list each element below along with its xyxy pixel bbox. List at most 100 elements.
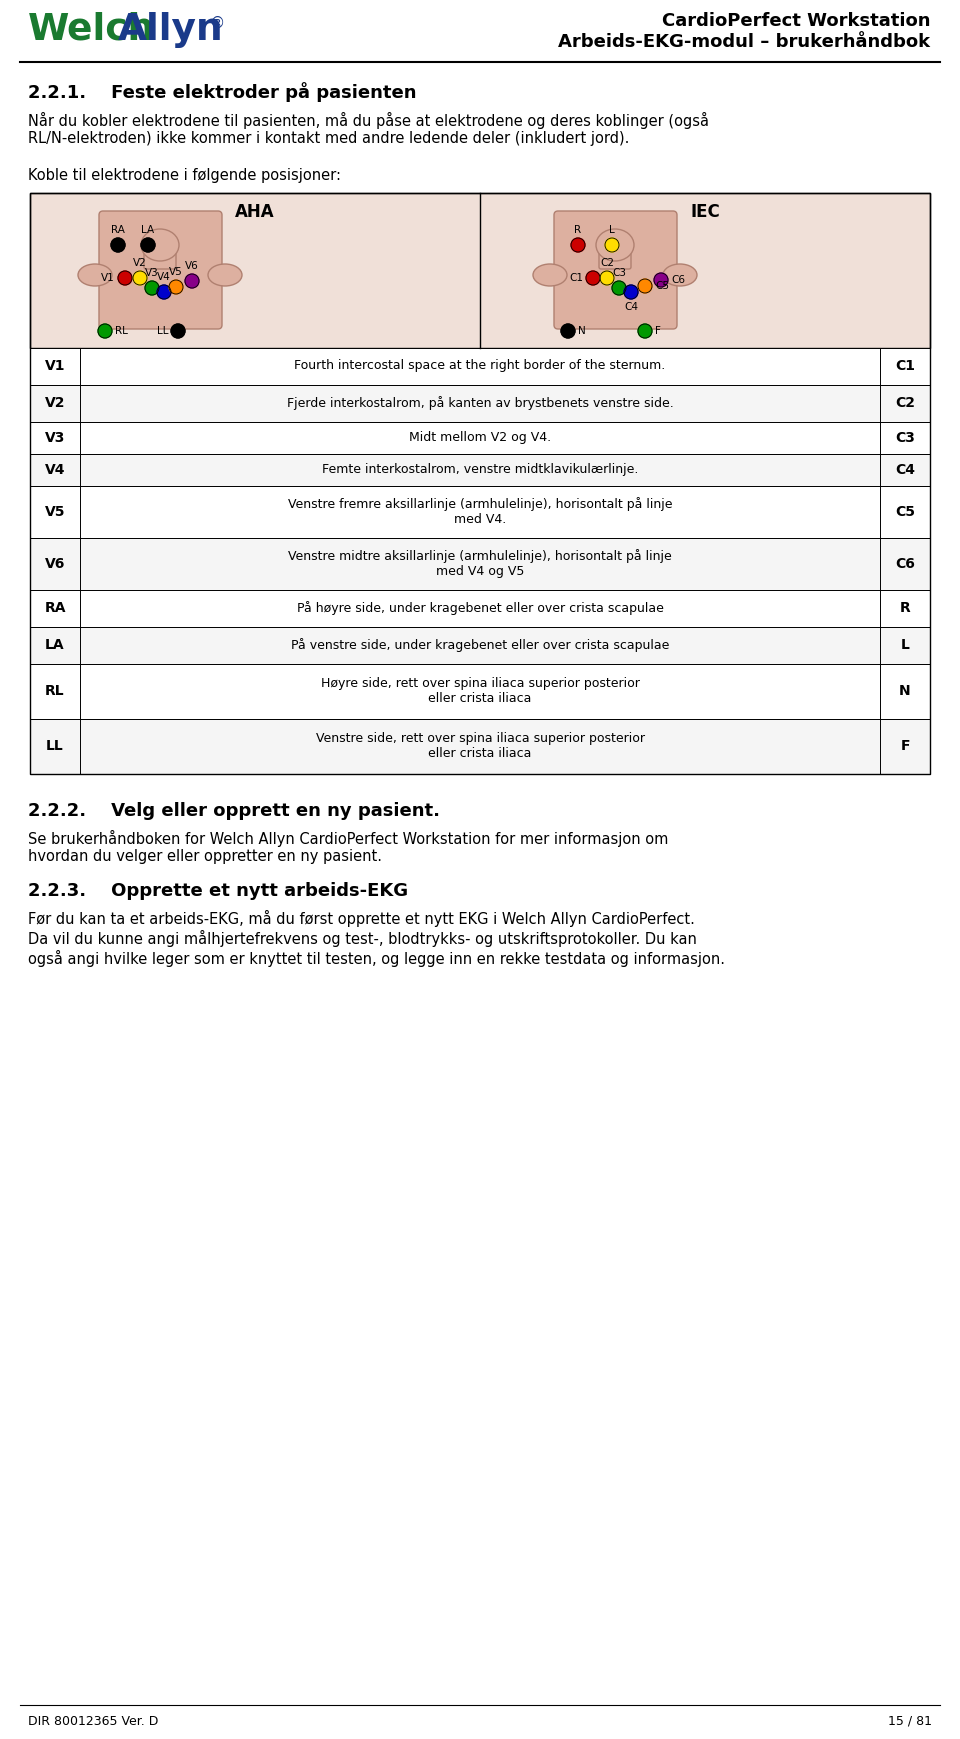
Text: C5: C5 bbox=[655, 282, 669, 290]
Text: V6: V6 bbox=[45, 556, 65, 570]
Circle shape bbox=[133, 271, 147, 285]
Text: DIR 80012365 Ver. D: DIR 80012365 Ver. D bbox=[28, 1715, 158, 1729]
Text: N: N bbox=[578, 325, 586, 336]
Circle shape bbox=[141, 238, 155, 252]
Text: Fourth intercostal space at the right border of the sternum.: Fourth intercostal space at the right bo… bbox=[295, 360, 665, 372]
Text: RA: RA bbox=[44, 602, 65, 616]
Text: F: F bbox=[655, 325, 660, 336]
Text: V4: V4 bbox=[45, 463, 65, 476]
Text: Venstre midtre aksillarlinje (armhulelinje), horisontalt på linje
med V4 og V5: Venstre midtre aksillarlinje (armhulelin… bbox=[288, 550, 672, 579]
Text: C6: C6 bbox=[671, 275, 685, 285]
Text: C1: C1 bbox=[569, 273, 583, 283]
Circle shape bbox=[612, 282, 626, 296]
Circle shape bbox=[157, 285, 171, 299]
Polygon shape bbox=[30, 384, 930, 423]
Circle shape bbox=[624, 285, 638, 299]
Circle shape bbox=[638, 278, 652, 292]
FancyBboxPatch shape bbox=[554, 210, 677, 329]
Text: CardioPerfect Workstation: CardioPerfect Workstation bbox=[661, 12, 930, 30]
Circle shape bbox=[638, 323, 652, 337]
Text: LL: LL bbox=[156, 325, 168, 336]
Text: V1: V1 bbox=[101, 273, 115, 283]
Text: Arbeids-EKG-modul – brukerhåndbok: Arbeids-EKG-modul – brukerhåndbok bbox=[558, 33, 930, 50]
Text: R: R bbox=[900, 602, 910, 616]
Circle shape bbox=[571, 238, 585, 252]
Text: RL: RL bbox=[115, 325, 128, 336]
Text: På venstre side, under kragebenet eller over crista scapulae: På venstre side, under kragebenet eller … bbox=[291, 638, 669, 652]
Text: På høyre side, under kragebenet eller over crista scapulae: På høyre side, under kragebenet eller ov… bbox=[297, 602, 663, 616]
Text: C3: C3 bbox=[895, 431, 915, 445]
Text: 15 / 81: 15 / 81 bbox=[888, 1715, 932, 1729]
Text: L: L bbox=[900, 638, 909, 652]
Text: R: R bbox=[574, 224, 582, 235]
Text: V1: V1 bbox=[45, 358, 65, 372]
Circle shape bbox=[145, 282, 159, 296]
Text: Når du kobler elektrodene til pasienten, må du påse at elektrodene og deres kobl: Når du kobler elektrodene til pasienten,… bbox=[28, 111, 709, 146]
Polygon shape bbox=[30, 348, 930, 384]
Text: Høyre side, rett over spina iliaca superior posterior
eller crista iliaca: Høyre side, rett over spina iliaca super… bbox=[321, 676, 639, 704]
Text: C5: C5 bbox=[895, 504, 915, 518]
Text: Femte interkostalrom, venstre midtklavikulærlinje.: Femte interkostalrom, venstre midtklavik… bbox=[322, 464, 638, 476]
Circle shape bbox=[169, 280, 183, 294]
Text: V3: V3 bbox=[145, 268, 158, 278]
Text: Venstre side, rett over spina iliaca superior posterior
eller crista iliaca: Venstre side, rett over spina iliaca sup… bbox=[316, 732, 644, 760]
Text: RA: RA bbox=[111, 224, 125, 235]
Text: V3: V3 bbox=[45, 431, 65, 445]
Text: V5: V5 bbox=[45, 504, 65, 518]
Text: IEC: IEC bbox=[690, 203, 720, 221]
Text: LA: LA bbox=[141, 224, 155, 235]
Circle shape bbox=[586, 271, 600, 285]
Text: AHA: AHA bbox=[235, 203, 275, 221]
Circle shape bbox=[98, 323, 112, 337]
Text: V5: V5 bbox=[169, 268, 182, 277]
Text: Se brukerhåndboken for Welch Allyn CardioPerfect Workstation for mer informasjon: Se brukerhåndboken for Welch Allyn Cardi… bbox=[28, 830, 668, 864]
Text: LL: LL bbox=[46, 739, 64, 753]
Text: V6: V6 bbox=[185, 261, 199, 271]
Circle shape bbox=[185, 275, 199, 289]
Text: C2: C2 bbox=[895, 396, 915, 410]
Circle shape bbox=[600, 271, 614, 285]
Text: Fjerde interkostalrom, på kanten av brystbenets venstre side.: Fjerde interkostalrom, på kanten av brys… bbox=[287, 396, 673, 410]
FancyBboxPatch shape bbox=[99, 210, 222, 329]
Circle shape bbox=[654, 273, 668, 287]
Polygon shape bbox=[30, 628, 930, 664]
Text: C2: C2 bbox=[600, 257, 614, 268]
Ellipse shape bbox=[663, 264, 697, 285]
Text: RL: RL bbox=[45, 683, 65, 697]
Text: C6: C6 bbox=[895, 556, 915, 570]
Polygon shape bbox=[30, 590, 930, 628]
Text: N: N bbox=[900, 683, 911, 697]
Circle shape bbox=[171, 323, 185, 337]
Text: LA: LA bbox=[45, 638, 65, 652]
Text: ®: ® bbox=[210, 16, 226, 31]
Text: Welch: Welch bbox=[28, 12, 156, 49]
Text: C1: C1 bbox=[895, 358, 915, 372]
Text: Før du kan ta et arbeids-EKG, må du først opprette et nytt EKG i Welch Allyn Car: Før du kan ta et arbeids-EKG, må du førs… bbox=[28, 909, 725, 967]
FancyBboxPatch shape bbox=[599, 245, 631, 270]
Text: L: L bbox=[610, 224, 614, 235]
Polygon shape bbox=[30, 423, 930, 454]
Polygon shape bbox=[30, 454, 930, 485]
Ellipse shape bbox=[596, 230, 634, 261]
Polygon shape bbox=[30, 664, 930, 718]
Circle shape bbox=[111, 238, 125, 252]
Polygon shape bbox=[30, 537, 930, 590]
Text: V2: V2 bbox=[45, 396, 65, 410]
Circle shape bbox=[561, 323, 575, 337]
Text: V4: V4 bbox=[157, 271, 171, 282]
Text: 2.2.3.    Opprette et nytt arbeids-EKG: 2.2.3. Opprette et nytt arbeids-EKG bbox=[28, 882, 408, 901]
Text: Koble til elektrodene i følgende posisjoner:: Koble til elektrodene i følgende posisjo… bbox=[28, 169, 341, 183]
Text: Midt mellom V2 og V4.: Midt mellom V2 og V4. bbox=[409, 431, 551, 445]
FancyBboxPatch shape bbox=[144, 245, 176, 270]
Text: C3: C3 bbox=[612, 268, 626, 278]
Text: 2.2.1.    Feste elektroder på pasienten: 2.2.1. Feste elektroder på pasienten bbox=[28, 82, 417, 103]
Ellipse shape bbox=[208, 264, 242, 285]
Polygon shape bbox=[30, 718, 930, 774]
Ellipse shape bbox=[533, 264, 567, 285]
Circle shape bbox=[605, 238, 619, 252]
Text: Venstre fremre aksillarlinje (armhulelinje), horisontalt på linje
med V4.: Venstre fremre aksillarlinje (armhulelin… bbox=[288, 497, 672, 527]
Text: F: F bbox=[900, 739, 910, 753]
Text: Allyn: Allyn bbox=[118, 12, 224, 49]
Text: C4: C4 bbox=[624, 303, 638, 311]
Polygon shape bbox=[30, 485, 930, 537]
